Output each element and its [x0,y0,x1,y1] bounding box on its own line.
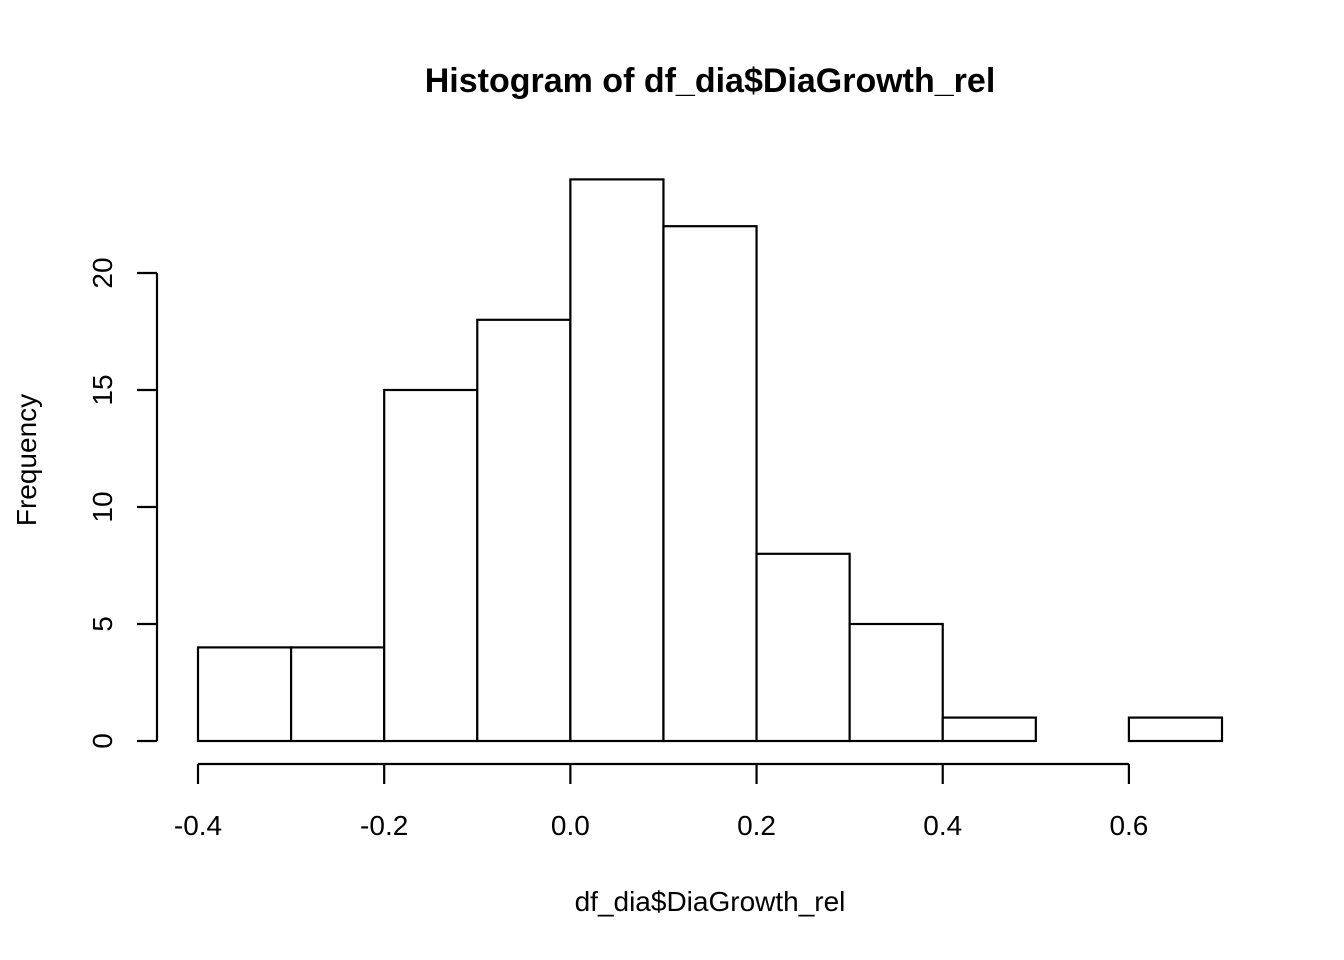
histogram-bar-1 [289,646,386,743]
x-tick-label: -0.2 [360,810,408,841]
y-tick-label: 20 [87,257,118,288]
histogram-bar-7 [848,622,944,743]
x-axis-label: df_dia$DiaGrowth_rel [575,886,846,917]
y-tick-label: 10 [87,491,118,522]
y-axis: 0 5 10 15 20 [87,257,159,749]
histogram-bar-6 [755,552,851,743]
x-tick-label: 0.0 [551,810,590,841]
histogram-bar-5 [662,225,758,743]
histogram-bar-8 [941,716,1037,743]
histogram-bar-2 [383,388,479,743]
x-axis: -0.4 -0.2 0.0 0.2 0.4 0.6 [174,762,1148,841]
histogram-bar-4 [569,178,665,743]
histogram-bar-0 [196,646,293,743]
x-tick-label: -0.4 [174,810,222,841]
histogram-bar-3 [476,318,572,743]
y-axis-label: Frequency [11,394,42,526]
x-tick-label: 0.2 [737,810,776,841]
x-tick-label: 0.4 [923,810,962,841]
histogram-bar-10 [1127,716,1224,743]
y-tick-label: 0 [87,733,118,749]
chart-title: Histogram of df_dia$DiaGrowth_rel [425,62,996,100]
y-tick-label: 15 [87,374,118,405]
x-tick-label: 0.6 [1109,810,1148,841]
y-tick-label: 5 [87,616,118,632]
bars-group [196,178,1224,743]
